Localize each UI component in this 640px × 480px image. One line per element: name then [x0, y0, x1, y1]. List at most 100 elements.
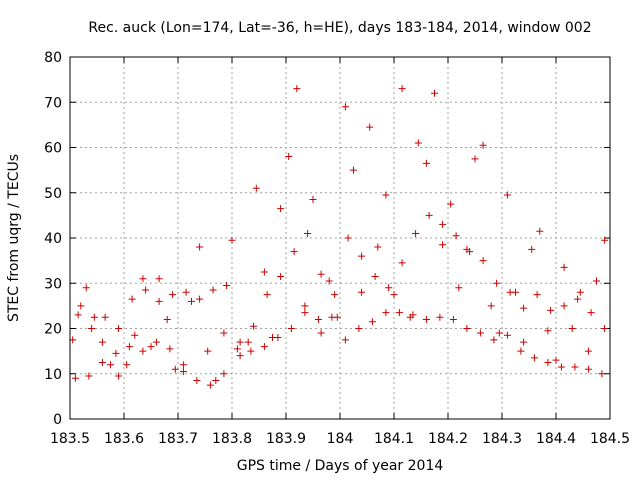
data-point — [576, 288, 584, 296]
y-tick-label: 60 — [44, 141, 62, 157]
data-point — [593, 277, 600, 285]
data-point — [142, 286, 150, 294]
data-point — [147, 343, 155, 351]
data-point — [209, 286, 217, 294]
data-point — [414, 139, 422, 147]
data-point — [309, 196, 317, 204]
data-point — [341, 336, 349, 344]
x-tick-label: 184.5 — [590, 431, 630, 447]
data-point — [125, 343, 133, 351]
x-tick-label: 184.4 — [536, 431, 576, 447]
data-point — [598, 370, 606, 378]
x-tick-label: 183.9 — [266, 431, 306, 447]
data-point — [115, 325, 123, 332]
data-point — [325, 277, 333, 285]
data-point — [155, 275, 163, 283]
data-point — [463, 325, 471, 332]
data-point — [425, 211, 433, 219]
y-tick-label: 20 — [44, 322, 62, 338]
data-point — [328, 313, 336, 321]
data-point — [107, 361, 114, 369]
data-point — [587, 309, 595, 317]
data-point — [285, 153, 293, 161]
data-point — [166, 345, 174, 353]
data-point — [455, 284, 463, 292]
data-point — [74, 311, 82, 319]
data-point — [171, 365, 179, 373]
data-point — [431, 89, 438, 97]
data-point — [552, 356, 560, 364]
data-point — [123, 361, 131, 369]
y-tick-label: 50 — [44, 186, 62, 202]
data-point — [260, 343, 268, 351]
data-point — [233, 345, 241, 353]
data-point — [495, 329, 503, 337]
data-point — [220, 329, 228, 337]
data-point — [163, 315, 171, 323]
data-point — [274, 334, 282, 342]
data-point — [528, 245, 536, 253]
data-point — [277, 272, 285, 280]
data-point — [152, 338, 160, 346]
data-point — [487, 302, 495, 310]
data-point — [560, 263, 568, 271]
data-point — [188, 297, 195, 305]
data-point — [182, 288, 190, 296]
data-point — [412, 229, 420, 237]
x-tick-label: 184 — [327, 431, 354, 447]
data-point — [287, 325, 295, 332]
data-point — [212, 377, 220, 385]
data-point — [82, 284, 90, 292]
data-point — [371, 272, 379, 280]
data-point — [544, 327, 552, 335]
y-tick-label: 80 — [44, 50, 62, 66]
plot-frame — [69, 56, 611, 420]
data-point — [503, 191, 511, 199]
x-tick-label: 184.3 — [482, 431, 522, 447]
data-point — [536, 227, 544, 235]
y-axis-label: STEC from uqrg / TECUs — [6, 154, 22, 322]
data-point — [128, 295, 136, 303]
data-point — [530, 354, 538, 362]
data-point — [390, 291, 398, 299]
data-point — [476, 329, 484, 337]
y-tick-label: 10 — [44, 367, 62, 383]
data-point — [490, 336, 498, 344]
data-point — [290, 248, 298, 256]
y-tick-label: 70 — [44, 95, 62, 111]
data-point — [196, 295, 204, 303]
y-tick-label: 0 — [53, 412, 62, 428]
data-point — [169, 291, 177, 299]
data-point — [301, 302, 309, 310]
data-point — [601, 236, 609, 244]
data-point — [568, 325, 576, 332]
data-point — [193, 377, 201, 385]
data-point — [71, 374, 79, 382]
data-point — [131, 331, 139, 339]
x-tick-labels: 183.5 183.6 183.7 183.8 183.9 184 184.1 184.2 18… — [50, 431, 630, 447]
data-point — [252, 184, 260, 192]
data-point — [471, 155, 479, 163]
data-point — [358, 252, 366, 260]
x-tick-label: 184.1 — [374, 431, 414, 447]
data-point — [179, 367, 187, 375]
data-point — [85, 372, 93, 380]
data-point — [452, 232, 460, 240]
data-point — [479, 141, 487, 149]
data-point — [395, 309, 403, 317]
data-point — [544, 358, 552, 366]
data-point — [155, 297, 163, 305]
data-point — [244, 338, 252, 346]
data-point — [439, 241, 447, 249]
data-point — [382, 309, 390, 317]
x-tick-label: 183.8 — [212, 431, 252, 447]
data-point — [493, 279, 501, 287]
data-point — [98, 358, 106, 366]
data-point — [355, 325, 363, 332]
data-point — [574, 295, 582, 303]
data-point — [409, 311, 417, 319]
data-point — [422, 159, 430, 167]
data-point — [179, 361, 187, 369]
